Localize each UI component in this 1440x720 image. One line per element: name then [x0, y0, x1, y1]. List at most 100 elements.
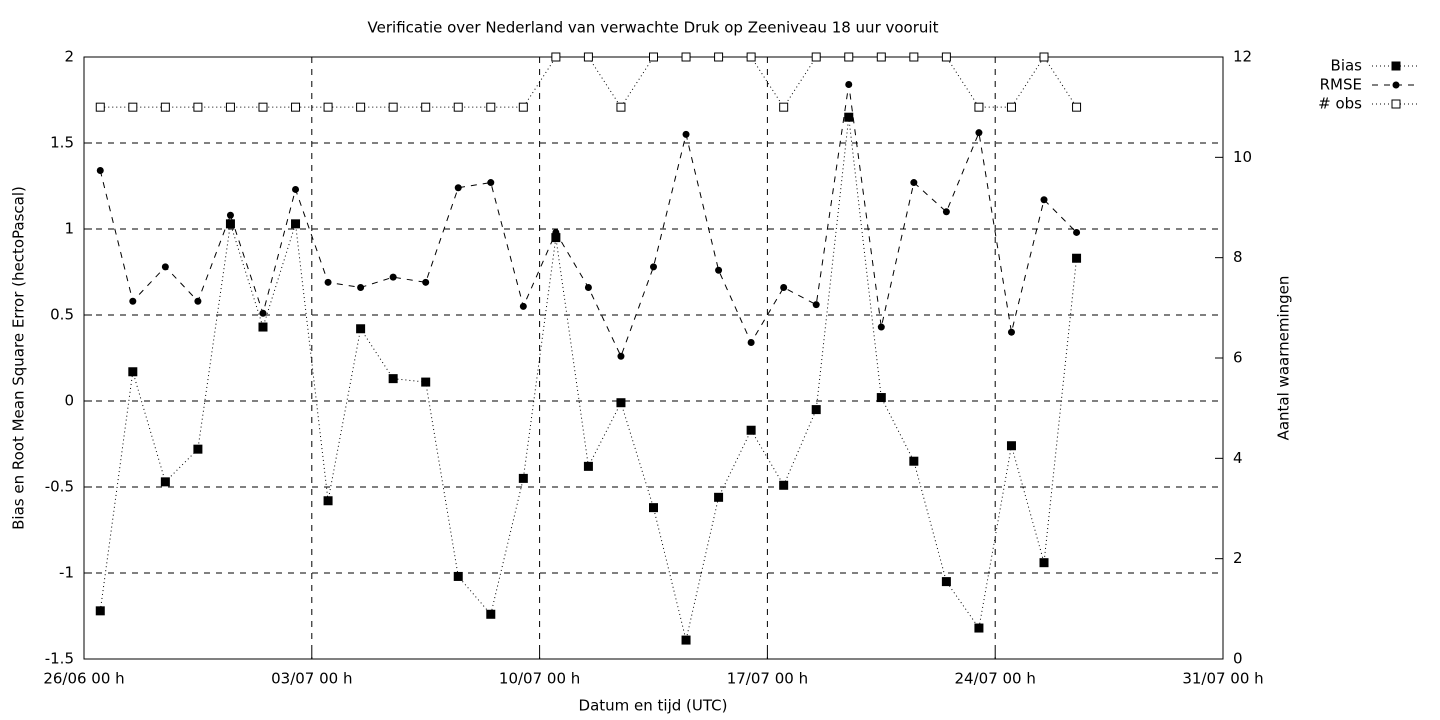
marker — [323, 102, 333, 112]
marker — [844, 112, 854, 122]
y2-axis-label: Aantal waarnemingen — [1275, 276, 1293, 441]
y-tick-label: -1.5 — [45, 650, 74, 668]
marker — [226, 211, 234, 219]
marker — [1040, 196, 1048, 204]
marker — [193, 102, 203, 112]
marker — [617, 352, 625, 360]
marker — [747, 339, 755, 347]
marker — [681, 635, 691, 645]
marker — [258, 102, 268, 112]
marker — [811, 405, 821, 415]
legend-label: RMSE — [1320, 76, 1362, 94]
x-tick-label: 03/07 00 h — [271, 670, 352, 688]
chart-title: Verificatie over Nederland van verwachte… — [368, 19, 939, 37]
marker — [844, 52, 854, 62]
marker — [388, 102, 398, 112]
y2-tick-label: 12 — [1233, 48, 1252, 66]
y2-tick-label: 6 — [1233, 349, 1243, 367]
marker — [161, 263, 169, 271]
marker — [746, 425, 756, 435]
marker — [650, 263, 657, 271]
marker — [909, 52, 919, 62]
legend-marker — [1391, 61, 1401, 71]
x-tick-label: 31/07 00 h — [1182, 670, 1263, 688]
marker — [877, 323, 885, 331]
marker — [746, 52, 756, 62]
y2-tick-label: 2 — [1233, 549, 1243, 567]
y-tick-label: 0 — [64, 392, 74, 410]
marker — [453, 571, 463, 581]
marker — [941, 577, 951, 587]
marker — [1039, 52, 1049, 62]
legend-label: Bias — [1331, 57, 1363, 75]
y-tick-label: 1 — [64, 220, 74, 238]
marker — [356, 102, 366, 112]
marker — [194, 297, 202, 305]
y-tick-label: 2 — [64, 48, 74, 66]
marker — [324, 278, 332, 286]
marker — [518, 102, 528, 112]
marker — [258, 322, 268, 332]
marker — [422, 278, 430, 286]
marker — [389, 273, 397, 281]
marker — [1072, 102, 1082, 112]
marker — [974, 623, 984, 633]
y2-tick-label: 10 — [1233, 148, 1252, 166]
legend-marker — [1391, 99, 1401, 109]
series-line — [100, 56, 1077, 109]
series-line — [99, 84, 1077, 358]
marker — [453, 102, 463, 112]
marker — [519, 302, 527, 310]
x-tick-label: 26/06 00 h — [43, 670, 124, 688]
marker — [1039, 558, 1049, 568]
marker — [812, 301, 820, 309]
marker — [974, 102, 984, 112]
marker — [780, 283, 788, 291]
y-axis-label: Bias en Root Mean Square Error (hectoPas… — [10, 186, 28, 530]
marker — [291, 219, 301, 229]
marker — [779, 480, 789, 490]
marker — [714, 52, 724, 62]
marker — [681, 52, 691, 62]
marker — [454, 184, 462, 192]
marker — [486, 609, 496, 619]
marker — [95, 102, 105, 112]
marker — [942, 208, 950, 216]
marker — [518, 473, 528, 483]
marker — [1006, 102, 1016, 112]
marker — [941, 52, 951, 62]
marker — [584, 283, 592, 291]
marker — [551, 52, 561, 62]
marker — [160, 102, 170, 112]
y-tick-label: 1.5 — [50, 134, 74, 152]
legend-label: # obs — [1318, 95, 1362, 113]
series-line — [99, 117, 1078, 641]
marker — [616, 398, 626, 408]
marker — [95, 606, 105, 616]
marker — [160, 477, 170, 487]
x-axis-label: Datum en tijd (UTC) — [579, 697, 728, 715]
marker — [616, 102, 626, 112]
marker — [193, 444, 203, 454]
marker — [357, 283, 365, 291]
marker — [1007, 328, 1015, 336]
y2-tick-label: 8 — [1233, 248, 1243, 266]
marker — [649, 52, 658, 62]
marker — [1073, 228, 1081, 236]
marker — [128, 367, 138, 377]
marker — [356, 324, 366, 334]
marker — [323, 496, 333, 506]
y-tick-label: 0.5 — [50, 306, 74, 324]
marker — [388, 374, 398, 384]
plot-frame — [83, 56, 1224, 660]
marker — [1006, 441, 1016, 451]
marker — [291, 102, 301, 112]
marker — [910, 179, 918, 187]
x-tick-label: 17/07 00 h — [727, 670, 808, 688]
y-tick-label: -1 — [59, 564, 74, 582]
marker — [552, 228, 560, 236]
marker — [779, 102, 789, 112]
x-tick-label: 10/07 00 h — [499, 670, 580, 688]
